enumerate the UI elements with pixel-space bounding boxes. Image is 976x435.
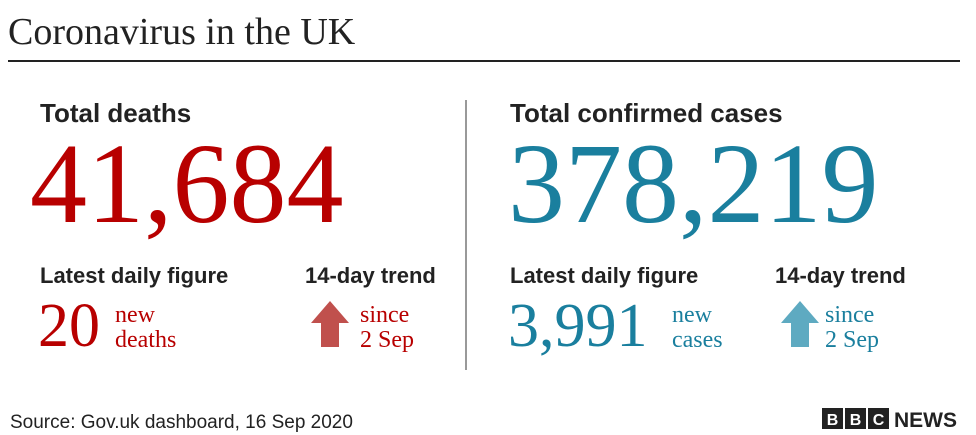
daily-unit: deaths xyxy=(115,327,176,353)
logo-letter: B xyxy=(827,412,839,429)
title: Coronavirus in the UK xyxy=(8,11,356,53)
daily-unit: new xyxy=(672,302,713,328)
trend-label: 14-day trend xyxy=(775,263,906,288)
daily-label: Latest daily figure xyxy=(40,263,228,288)
trend-text: since xyxy=(825,302,874,328)
logo: B B C NEWS xyxy=(822,408,957,432)
trend-arrow xyxy=(311,301,349,347)
logo-block xyxy=(868,408,889,429)
logo-text: NEWS xyxy=(894,409,957,432)
heading: Total confirmed cases xyxy=(510,98,783,128)
daily-label: Latest daily figure xyxy=(510,263,698,288)
daily: 20 xyxy=(38,292,100,360)
total: 41,684 xyxy=(30,120,344,247)
trend-text: 2 Sep xyxy=(825,327,879,353)
trend-arrow xyxy=(781,301,819,347)
logo-letter: B xyxy=(850,412,862,429)
logo-block xyxy=(845,408,866,429)
source: Source: Gov.uk dashboard, 16 Sep 2020 xyxy=(10,412,353,433)
logo-letter: C xyxy=(873,412,885,429)
logo-block xyxy=(822,408,843,429)
panel-cases: Total confirmed cases 378,219 Latest dai… xyxy=(508,98,906,360)
daily-unit: cases xyxy=(672,327,723,353)
daily: 3,991 xyxy=(508,292,648,360)
panel-deaths: Total deaths 41,684 Latest daily figure … xyxy=(30,98,436,360)
trend-label: 14-day trend xyxy=(305,263,436,288)
trend-text: 2 Sep xyxy=(360,327,414,353)
total: 378,219 xyxy=(508,120,879,247)
heading: Total deaths xyxy=(40,98,191,128)
daily-unit: new xyxy=(115,302,156,328)
trend-text: since xyxy=(360,302,409,328)
